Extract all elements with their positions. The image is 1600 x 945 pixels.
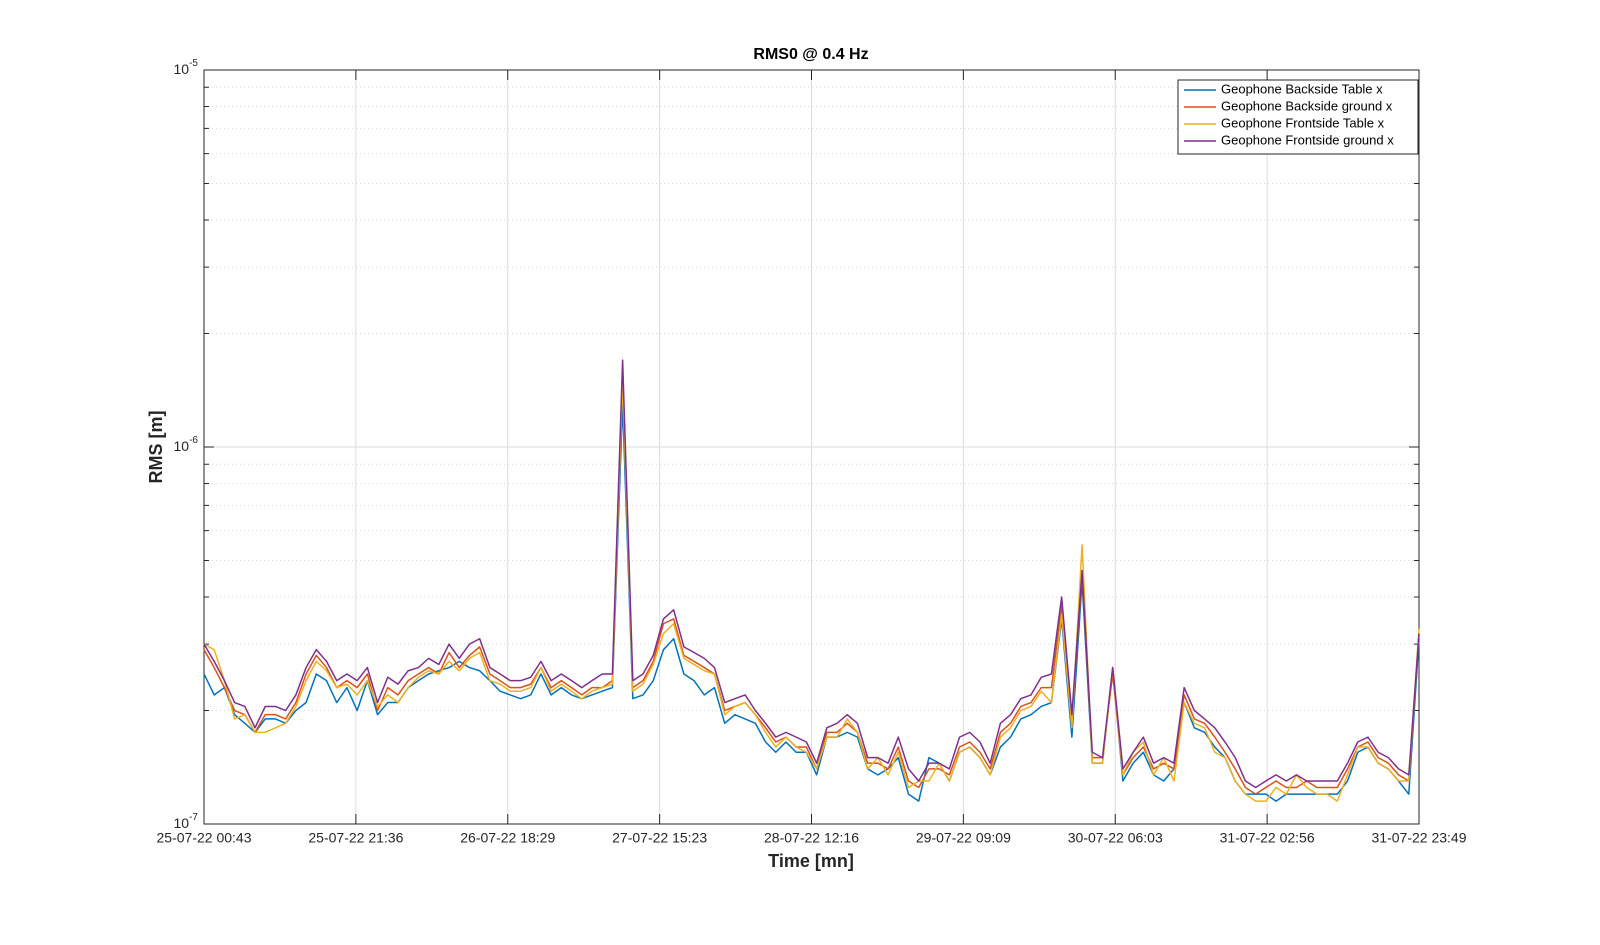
x-tick-label: 27-07-22 15:23 <box>612 830 707 846</box>
series-line <box>203 369 1420 795</box>
legend-box <box>1177 79 1419 155</box>
x-axis-label: Time [mn] <box>768 851 854 871</box>
chart-title: RMS0 @ 0.4 Hz <box>753 46 868 63</box>
legend-label: Geophone Backside ground x <box>1221 98 1393 113</box>
x-tick-label: 26-07-22 18:29 <box>460 830 555 846</box>
x-tick-label: 30-07-22 06:03 <box>1068 830 1163 846</box>
x-tick-label: 28-07-22 12:16 <box>764 830 859 846</box>
legend: Geophone Backside Table x Geophone Backsi… <box>1177 79 1419 155</box>
x-tick-label: 25-07-22 00:43 <box>157 830 252 846</box>
y-tick-label: 10-7 <box>174 812 199 831</box>
series-line <box>203 359 1420 789</box>
y-tick-label: 10-6 <box>174 435 199 454</box>
x-tick-label: 25-07-22 21:36 <box>308 830 403 846</box>
legend-label: Geophone Frontside Table x <box>1221 115 1385 130</box>
x-tick-label: 31-07-22 23:49 <box>1372 830 1467 846</box>
y-axis-label: RMS [m] <box>146 411 166 484</box>
y-tick-label: 10-5 <box>174 58 199 77</box>
axes-box <box>203 69 1420 825</box>
x-tick-label: 29-07-22 09:09 <box>916 830 1011 846</box>
series-line <box>203 379 1420 802</box>
legend-label: Geophone Frontside ground x <box>1221 132 1394 147</box>
x-tick-label: 31-07-22 02:56 <box>1220 830 1315 846</box>
legend-label: Geophone Backside Table x <box>1221 81 1383 96</box>
